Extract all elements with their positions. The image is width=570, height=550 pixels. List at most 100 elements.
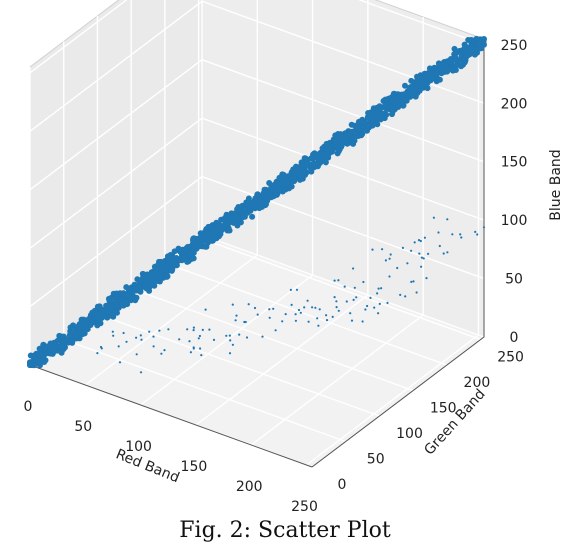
data-point (89, 309, 96, 316)
data-point-outlier (432, 216, 435, 219)
data-point (335, 148, 342, 154)
data-point-outlier (474, 230, 477, 233)
data-point (343, 135, 350, 142)
data-point-outlier (235, 314, 238, 317)
data-point (223, 220, 230, 227)
data-point-outlier (459, 233, 462, 236)
gridline-z (29, 117, 485, 249)
data-point (395, 91, 402, 98)
data-point (166, 258, 173, 265)
data-point (190, 235, 197, 242)
data-point-outlier (355, 296, 358, 299)
data-point (245, 199, 252, 206)
data-point (438, 70, 445, 77)
data-point-outlier (297, 308, 301, 312)
data-point (43, 343, 50, 350)
data-point-outlier (335, 300, 338, 303)
data-point-outlier (350, 319, 354, 322)
data-point (117, 296, 124, 303)
data-point (445, 64, 452, 71)
data-point (454, 49, 461, 56)
data-point-outlier (406, 262, 409, 265)
data-point (27, 352, 34, 359)
data-point (469, 44, 476, 51)
data-point-outlier (381, 248, 384, 251)
data-point-outlier (186, 328, 189, 331)
data-point-outlier (231, 303, 234, 306)
data-point (333, 141, 340, 148)
data-point-outlier (377, 287, 380, 290)
data-point-outlier (100, 347, 103, 350)
data-point (143, 285, 150, 292)
data-point-outlier (188, 340, 191, 343)
z-tick-label: 250 (501, 38, 528, 54)
data-point (380, 113, 387, 119)
data-point (167, 252, 174, 258)
data-point-outlier (200, 354, 203, 357)
data-point-outlier (451, 233, 454, 236)
data-point-outlier (343, 285, 346, 288)
data-point-outlier (122, 331, 125, 335)
data-point-outlier (401, 246, 404, 249)
x-tick-label: 50 (74, 419, 92, 435)
data-point-outlier (274, 329, 277, 332)
data-point-outlier (307, 320, 310, 323)
data-point (277, 181, 284, 188)
data-point (286, 182, 293, 189)
data-point-outlier (352, 298, 355, 301)
data-point-outlier (111, 330, 114, 333)
data-point (271, 189, 278, 196)
y-axis-label: Green Band (421, 386, 488, 458)
data-point-outlier (316, 317, 319, 320)
data-point-outlier (311, 306, 314, 309)
data-point-outlier (369, 296, 372, 299)
data-point-outlier (192, 347, 195, 350)
data-point (371, 111, 378, 118)
data-point (370, 117, 377, 124)
data-point (402, 96, 409, 103)
data-point (429, 74, 435, 81)
data-point-outlier (231, 343, 234, 346)
data-point-outlier (442, 252, 445, 255)
z-tick-label: 50 (505, 272, 523, 288)
gridline-z (29, 0, 485, 74)
data-point (195, 236, 202, 243)
data-point-outlier (380, 287, 383, 290)
data-point (87, 322, 94, 329)
data-point-outlier (152, 335, 155, 338)
data-point (204, 225, 211, 232)
data-point-outlier (482, 226, 486, 229)
data-point (344, 140, 351, 147)
scatter-points (27, 35, 487, 374)
data-point-outlier (438, 244, 441, 248)
data-point-outlier (261, 335, 264, 338)
data-point-outlier (353, 286, 356, 289)
data-point-outlier (268, 308, 271, 311)
data-point (390, 99, 397, 106)
data-point-outlier (412, 280, 415, 283)
data-point-outlier (425, 277, 428, 280)
data-point (148, 275, 155, 281)
data-point (105, 303, 112, 310)
data-point-outlier (238, 333, 241, 336)
data-point-outlier (333, 279, 336, 282)
data-point (352, 130, 359, 136)
data-point-outlier (247, 303, 250, 306)
data-point (352, 122, 359, 129)
data-point (113, 290, 120, 297)
data-point (324, 145, 330, 152)
data-point-outlier (225, 334, 228, 337)
y-tick-label: 0 (338, 477, 347, 493)
data-point-outlier (422, 257, 425, 260)
data-point-outlier (204, 308, 207, 311)
data-point (466, 37, 473, 44)
data-point (152, 271, 159, 278)
data-point (70, 329, 77, 336)
data-point-outlier (388, 275, 391, 278)
data-point-outlier (295, 288, 299, 291)
data-point (414, 74, 421, 81)
data-point-outlier (158, 329, 161, 332)
data-point (204, 230, 211, 237)
data-point-outlier (135, 336, 138, 339)
data-point (407, 84, 414, 91)
